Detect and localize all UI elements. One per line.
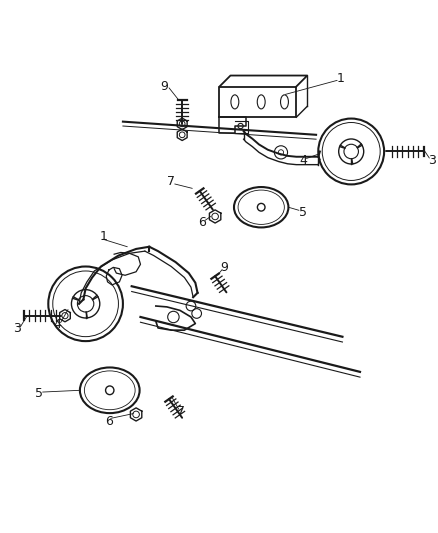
Text: 1: 1: [336, 72, 343, 85]
Text: 7: 7: [167, 175, 175, 188]
Text: 3: 3: [427, 154, 435, 167]
Text: 7: 7: [177, 405, 184, 418]
Text: 5: 5: [298, 206, 306, 219]
Text: 9: 9: [219, 261, 227, 274]
Text: 1: 1: [99, 230, 107, 243]
Text: 9: 9: [160, 80, 168, 93]
Text: 6: 6: [198, 216, 205, 229]
Text: 5: 5: [35, 387, 42, 400]
Text: 4: 4: [298, 154, 306, 167]
Text: 4: 4: [53, 318, 61, 331]
Text: 6: 6: [105, 415, 113, 427]
Text: 3: 3: [13, 322, 21, 335]
